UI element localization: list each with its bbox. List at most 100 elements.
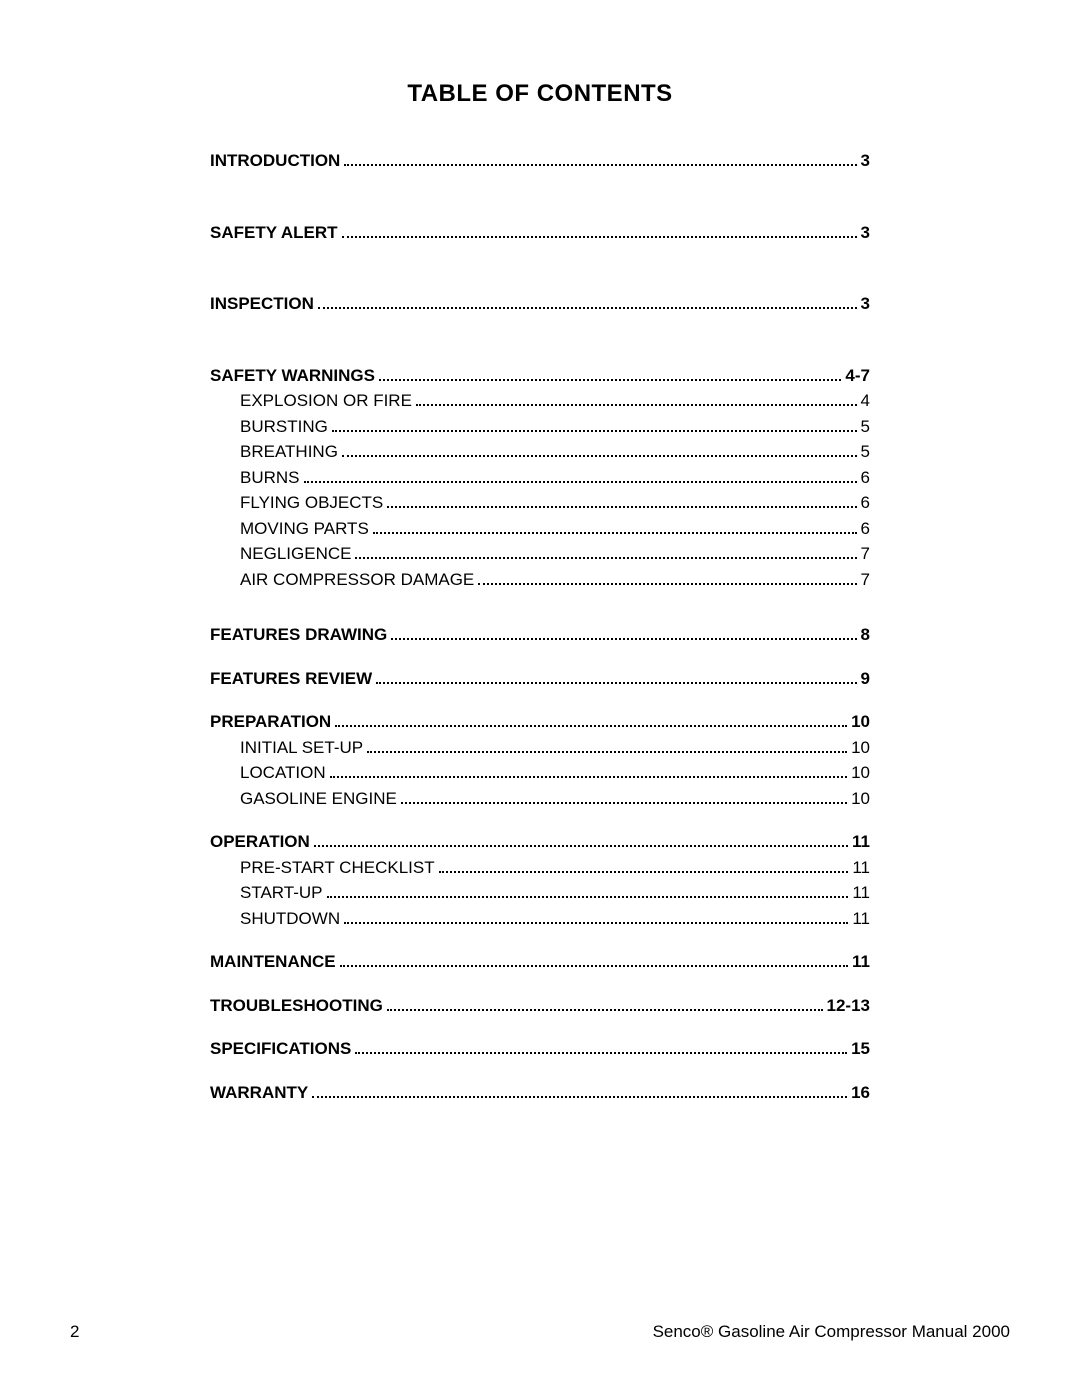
- toc-page: 6: [861, 516, 870, 542]
- toc-leader: [401, 802, 847, 804]
- footer-doc-title: Senco® Gasoline Air Compressor Manual 20…: [653, 1322, 1010, 1342]
- toc-section-introduction: INTRODUCTION 3: [210, 148, 870, 174]
- toc-sub-pre-start-checklist: PRE-START CHECKLIST 11: [210, 855, 870, 881]
- toc-sub-moving-parts: MOVING PARTS 6: [210, 516, 870, 542]
- toc-sub-burns: BURNS 6: [210, 465, 870, 491]
- toc-label: FEATURES DRAWING: [210, 622, 387, 648]
- toc-sub-bursting: BURSTING 5: [210, 414, 870, 440]
- toc-page: 3: [861, 291, 870, 317]
- toc-label: EXPLOSION OR FIRE: [240, 388, 412, 414]
- toc-section-features-drawing: FEATURES DRAWING 8: [210, 622, 870, 648]
- toc-leader: [314, 845, 848, 847]
- toc-label: TROUBLESHOOTING: [210, 993, 383, 1019]
- toc-page: 3: [861, 148, 870, 174]
- toc-leader: [342, 236, 857, 238]
- toc-label: NEGLIGENCE: [240, 541, 351, 567]
- toc-page: 5: [861, 439, 870, 465]
- toc-page: 10: [851, 735, 870, 761]
- toc-label: SHUTDOWN: [240, 906, 340, 932]
- toc-label: BURSTING: [240, 414, 328, 440]
- toc-page: 12-13: [827, 993, 870, 1019]
- toc-label: GASOLINE ENGINE: [240, 786, 397, 812]
- toc-section-maintenance: MAINTENANCE 11: [210, 949, 870, 975]
- toc-section-safety-alert: SAFETY ALERT 3: [210, 220, 870, 246]
- toc-leader: [367, 751, 847, 753]
- toc-section-safety-warnings: SAFETY WARNINGS 4-7: [210, 363, 870, 389]
- toc-label: INTRODUCTION: [210, 148, 340, 174]
- toc-page: 15: [851, 1036, 870, 1062]
- toc-sub-shutdown: SHUTDOWN 11: [210, 906, 870, 932]
- toc-sub-air-compressor-damage: AIR COMPRESSOR DAMAGE 7: [210, 567, 870, 593]
- toc-page: 11: [852, 880, 870, 906]
- toc-label: AIR COMPRESSOR DAMAGE: [240, 567, 474, 593]
- toc-leader: [344, 164, 856, 166]
- toc-leader: [391, 638, 856, 640]
- toc-leader: [376, 682, 856, 684]
- toc-section-troubleshooting: TROUBLESHOOTING 12-13: [210, 993, 870, 1019]
- toc-page: 11: [852, 829, 870, 855]
- toc-leader: [304, 481, 857, 483]
- toc-sub-gasoline-engine: GASOLINE ENGINE 10: [210, 786, 870, 812]
- toc-label: START-UP: [240, 880, 323, 906]
- toc-sub-explosion-or-fire: EXPLOSION OR FIRE 4: [210, 388, 870, 414]
- toc-page: 7: [861, 541, 870, 567]
- toc-leader: [312, 1096, 847, 1098]
- toc-label: SAFETY ALERT: [210, 220, 338, 246]
- toc-leader: [318, 307, 857, 309]
- toc-leader: [416, 404, 857, 406]
- toc-sub-start-up: START-UP 11: [210, 880, 870, 906]
- toc-sub-location: LOCATION 10: [210, 760, 870, 786]
- toc-section-operation: OPERATION 11: [210, 829, 870, 855]
- toc-label: PREPARATION: [210, 709, 331, 735]
- toc-page: 4: [861, 388, 870, 414]
- toc-leader: [439, 871, 849, 873]
- toc-page: 4-7: [845, 363, 870, 389]
- toc-label: BREATHING: [240, 439, 338, 465]
- toc-leader: [335, 725, 847, 727]
- toc-leader: [387, 1009, 823, 1011]
- toc-page: 10: [851, 709, 870, 735]
- toc-leader: [330, 776, 847, 778]
- toc-page: 11: [852, 906, 870, 932]
- toc-leader: [332, 430, 857, 432]
- toc-label: SPECIFICATIONS: [210, 1036, 351, 1062]
- toc-label: FLYING OBJECTS: [240, 490, 383, 516]
- toc-leader: [342, 455, 857, 457]
- toc-sub-breathing: BREATHING 5: [210, 439, 870, 465]
- toc-section-specifications: SPECIFICATIONS 15: [210, 1036, 870, 1062]
- toc-title: TABLE OF CONTENTS: [210, 80, 870, 108]
- toc-leader: [373, 532, 857, 534]
- toc-sub-flying-objects: FLYING OBJECTS 6: [210, 490, 870, 516]
- toc-label: BURNS: [240, 465, 300, 491]
- toc-leader: [355, 557, 856, 559]
- toc-page: 11: [852, 855, 870, 881]
- footer-page-number: 2: [70, 1322, 79, 1342]
- toc-sub-initial-setup: INITIAL SET-UP 10: [210, 735, 870, 761]
- toc-section-warranty: WARRANTY 16: [210, 1080, 870, 1106]
- toc-section-features-review: FEATURES REVIEW 9: [210, 666, 870, 692]
- toc-leader: [340, 965, 848, 967]
- toc-sub-negligence: NEGLIGENCE 7: [210, 541, 870, 567]
- toc-page: 16: [851, 1080, 870, 1106]
- toc-label: PRE-START CHECKLIST: [240, 855, 435, 881]
- toc-page: 8: [861, 622, 870, 648]
- toc-label: WARRANTY: [210, 1080, 308, 1106]
- toc-page: 9: [861, 666, 870, 692]
- toc-leader: [379, 379, 841, 381]
- page-footer: 2 Senco® Gasoline Air Compressor Manual …: [70, 1322, 1010, 1342]
- toc-label: INSPECTION: [210, 291, 314, 317]
- toc-leader: [387, 506, 856, 508]
- toc-leader: [355, 1052, 847, 1054]
- toc-label: OPERATION: [210, 829, 310, 855]
- toc-label: INITIAL SET-UP: [240, 735, 363, 761]
- toc-leader: [327, 896, 849, 898]
- toc-section-inspection: INSPECTION 3: [210, 291, 870, 317]
- toc-label: LOCATION: [240, 760, 326, 786]
- toc-page: 11: [852, 949, 870, 975]
- toc-section-preparation: PREPARATION 10: [210, 709, 870, 735]
- toc-label: FEATURES REVIEW: [210, 666, 372, 692]
- toc-page: 6: [861, 490, 870, 516]
- toc-page: 10: [851, 760, 870, 786]
- toc-page: 7: [861, 567, 870, 593]
- table-of-contents: INTRODUCTION 3 SAFETY ALERT 3 INSPECTION…: [210, 148, 870, 1105]
